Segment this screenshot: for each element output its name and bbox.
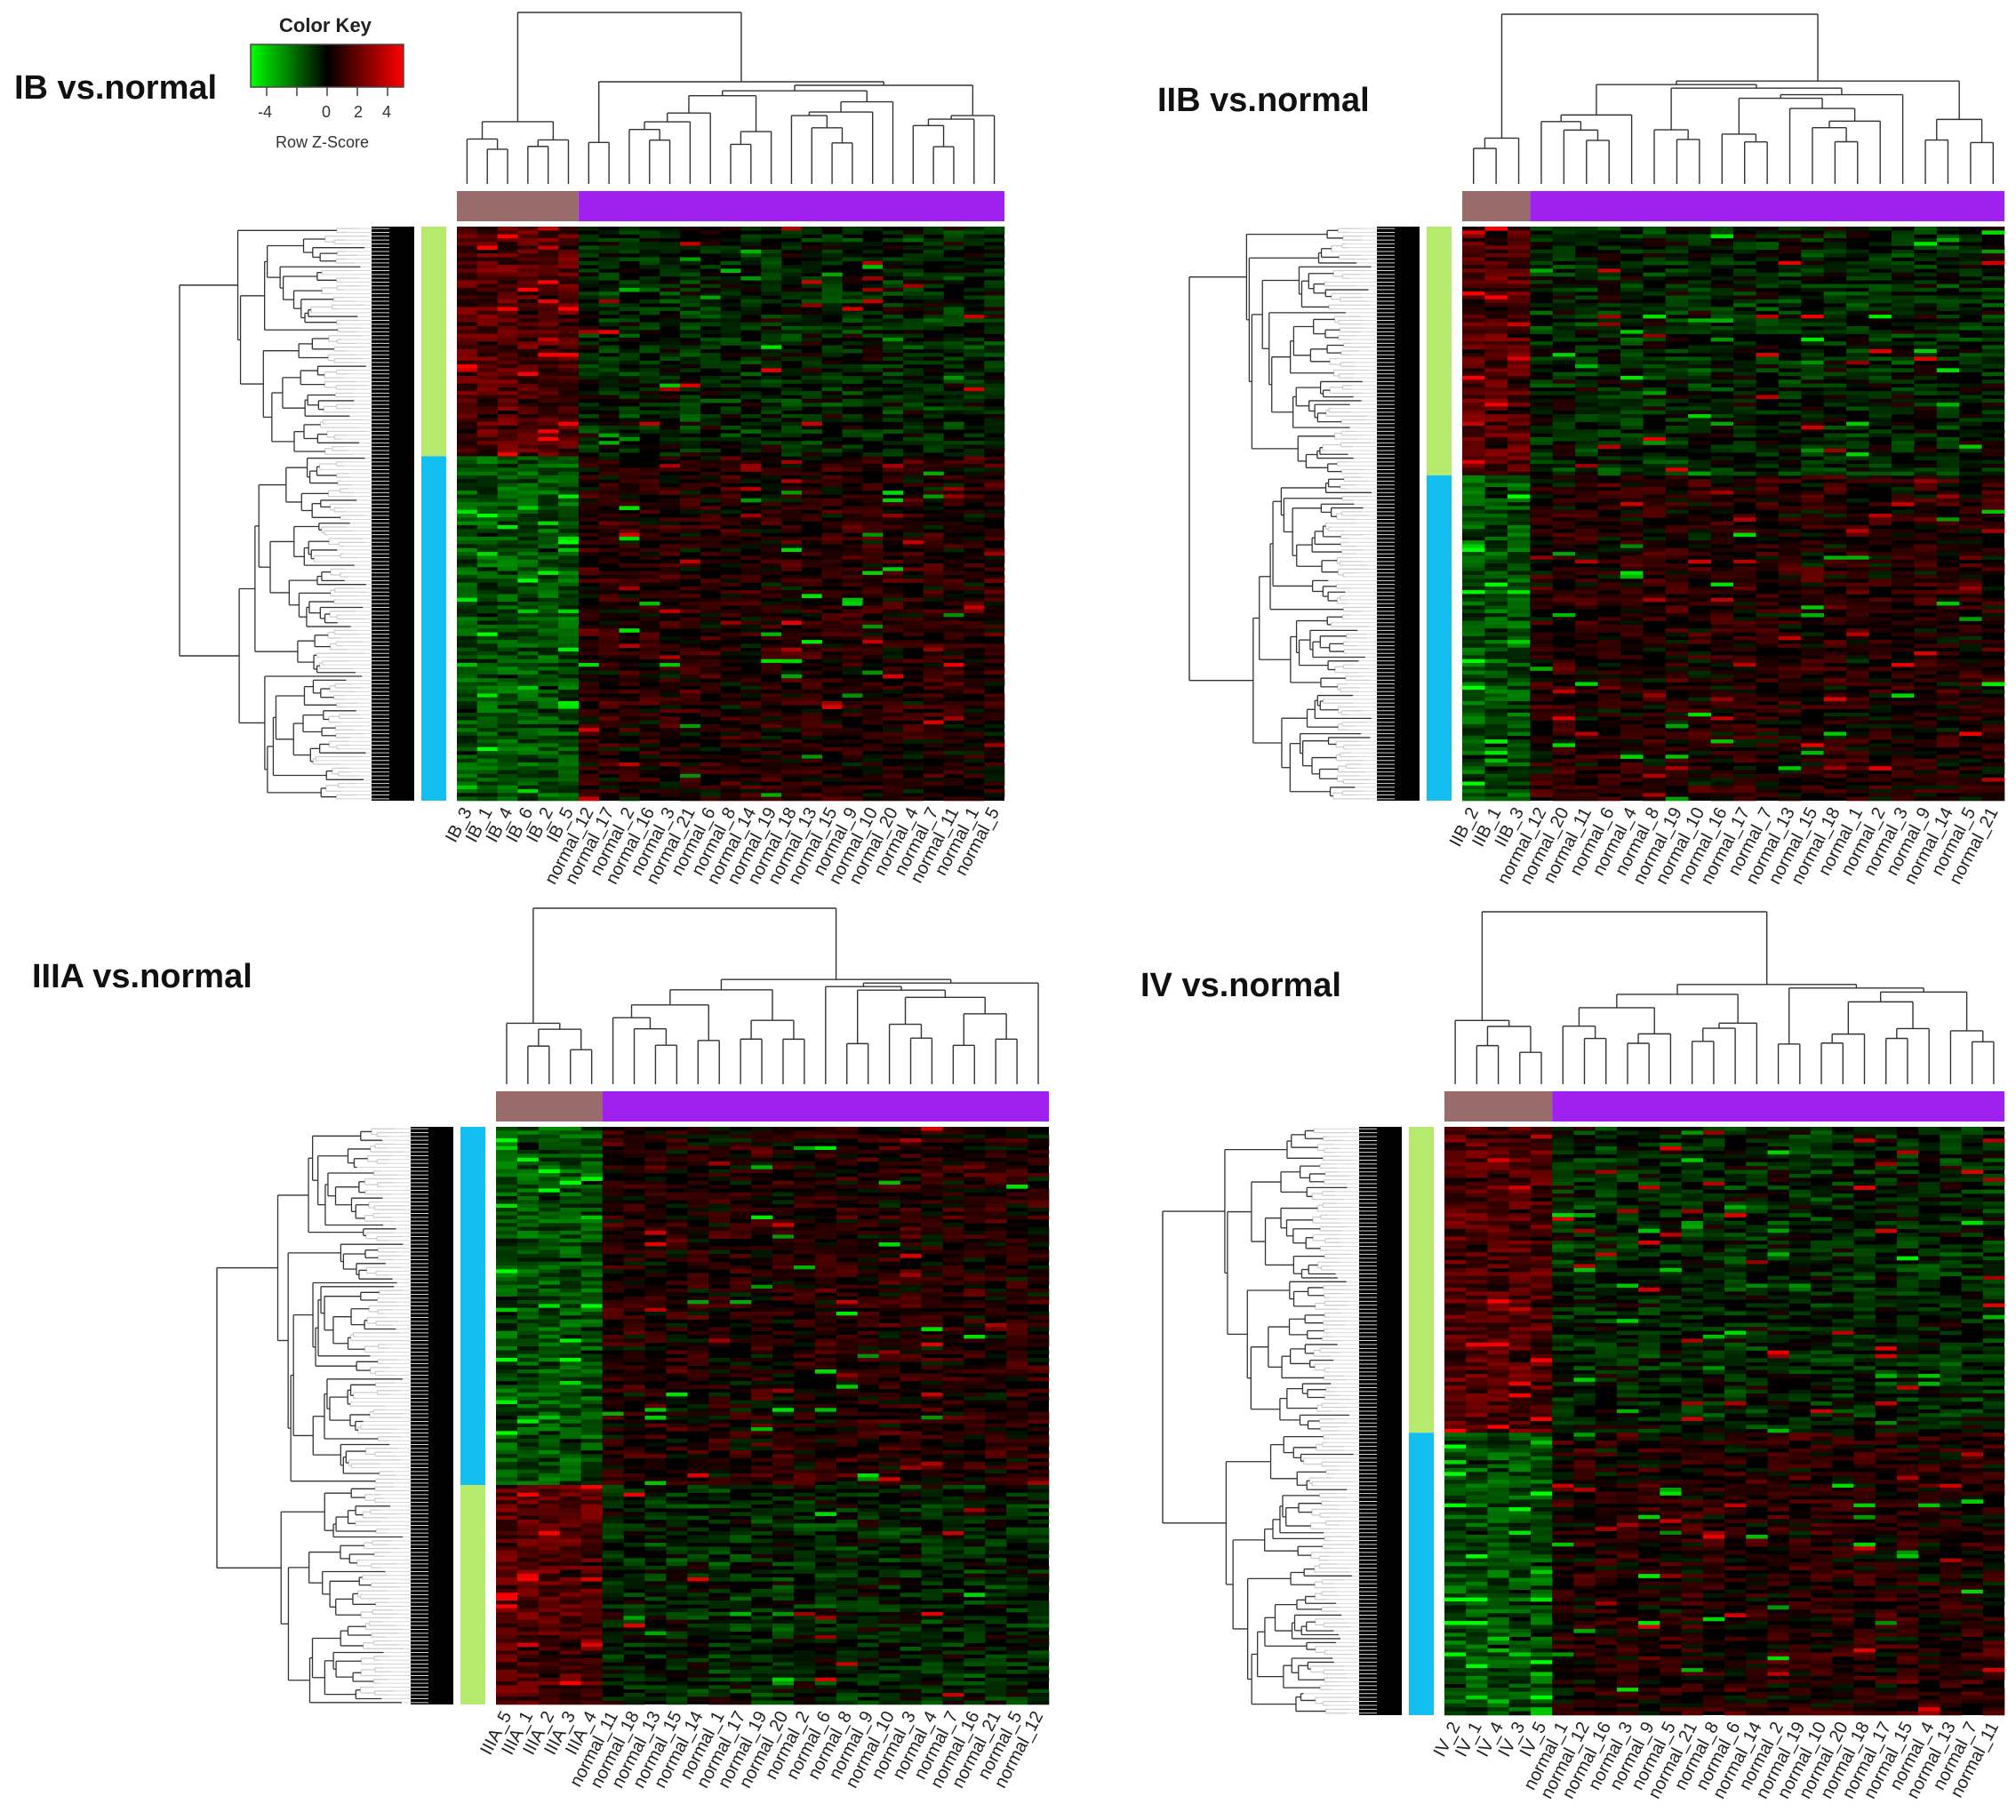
row-cluster-bar — [1409, 1127, 1434, 1715]
panel-title-iv: IV vs.normal — [1140, 967, 1341, 1004]
color-key-label: Row Z-Score — [276, 133, 370, 151]
row-cluster-bar — [421, 227, 446, 801]
row-cluster-2 — [460, 1485, 485, 1704]
column-group-bar — [1462, 191, 2004, 221]
row-dendrogram — [216, 1127, 453, 1704]
panel-title-iib: IIB vs.normal — [1157, 82, 1370, 119]
column-group-bar — [496, 1091, 1049, 1122]
color-key-tick-neg4: -4 — [258, 103, 273, 121]
panel-title-iiia: IIIA vs.normal — [32, 958, 252, 995]
heatmap-cells — [1444, 1127, 2005, 1716]
column-dendrogram — [1473, 13, 1994, 184]
normal-group-bar — [602, 1091, 1049, 1122]
row-cluster-2 — [1409, 1433, 1434, 1715]
color-key-title: Color Key — [279, 14, 372, 36]
row-cluster-2 — [1427, 475, 1452, 801]
heatmap-cells — [1462, 227, 2005, 802]
row-cluster-1 — [460, 1127, 485, 1485]
tumor-group-bar — [1462, 191, 1531, 221]
row-dendrogram — [179, 227, 414, 801]
row-cluster-bar — [460, 1127, 485, 1704]
column-group-bar — [457, 191, 1004, 221]
row-cluster-1 — [1409, 1127, 1434, 1433]
normal-group-bar — [1552, 1091, 2004, 1122]
color-key-tick-0: 0 — [322, 103, 332, 121]
tumor-group-bar — [457, 191, 579, 221]
column-dendrogram — [466, 12, 996, 184]
normal-group-bar — [578, 191, 1004, 221]
color-key-tick-2: 2 — [354, 103, 364, 121]
row-dendrogram — [1188, 227, 1420, 801]
tumor-group-bar — [496, 1091, 603, 1122]
row-cluster-1 — [1427, 227, 1452, 475]
row-cluster-bar — [1427, 227, 1452, 801]
row-cluster-1 — [421, 227, 446, 457]
column-dendrogram — [506, 907, 1039, 1084]
column-labels: IV_2IV_1IV_4IV_3IV_5normal_1normal_12nor… — [1430, 1719, 2004, 1802]
row-cluster-2 — [421, 456, 446, 801]
column-group-bar — [1444, 1091, 2004, 1122]
column-labels: IIB_2IIB_1IIB_3normal_12normal_20normal_… — [1446, 804, 2003, 888]
normal-group-bar — [1530, 191, 2004, 221]
heatmap-cells — [457, 227, 1005, 802]
row-dendrogram — [1162, 1127, 1402, 1715]
color-key-tick-4: 4 — [382, 103, 392, 121]
tumor-group-bar — [1444, 1091, 1553, 1122]
column-labels: IIIA_5IIIA_1IIIA_2IIIA_3IIIA_4normal_11n… — [476, 1708, 1047, 1792]
heatmap-cells — [496, 1127, 1050, 1705]
column-labels: IB_3IB_1IB_4IB_6IB_2IB_5normal_12normal_… — [442, 804, 1004, 888]
column-dendrogram — [1454, 911, 1995, 1084]
panel-title-ib: IB vs.normal — [14, 69, 218, 107]
